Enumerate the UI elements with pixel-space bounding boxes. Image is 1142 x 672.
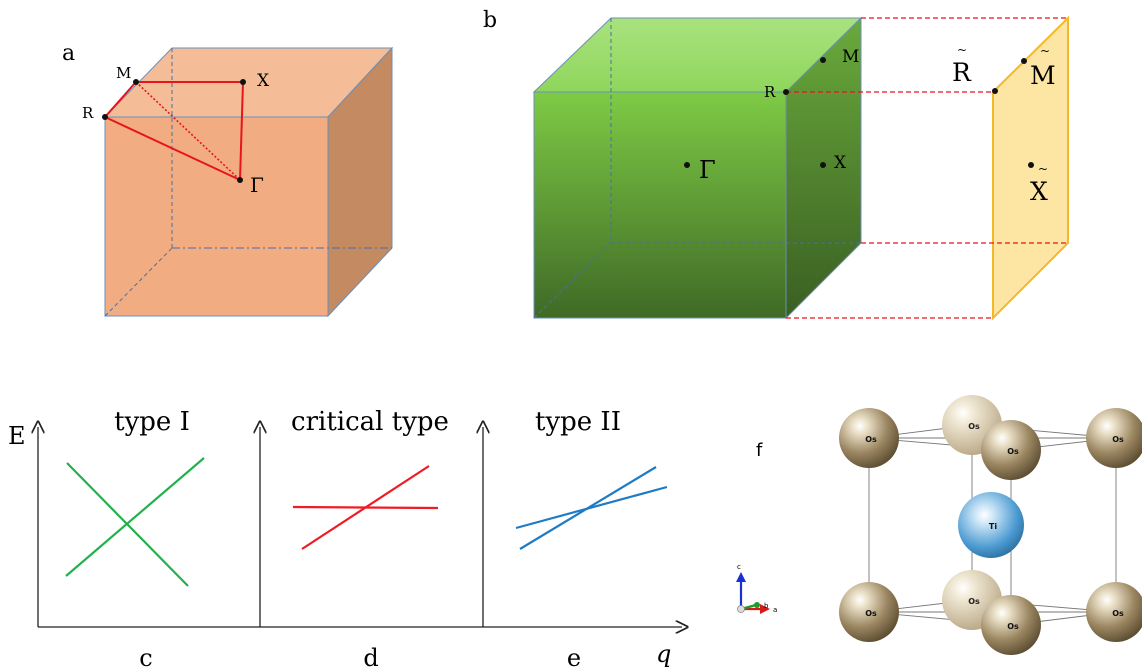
panel-b-label: b	[483, 8, 497, 33]
point-X-projected	[1028, 162, 1034, 168]
c-axis-label: c	[737, 563, 741, 571]
b-axis-label: b	[764, 602, 769, 610]
os-atom	[839, 582, 899, 642]
point-Gamma-b	[684, 162, 690, 168]
y-axis-label-E: E	[8, 422, 26, 450]
point-M-projected	[1021, 58, 1027, 64]
tilde-M: ~	[1040, 44, 1050, 58]
label-Gamma-a: Γ	[250, 173, 264, 197]
os-label: Os	[865, 609, 877, 618]
os-atom	[839, 408, 899, 468]
panel-e-label: e	[567, 644, 581, 672]
os-atom	[1086, 582, 1142, 642]
label-X-b: X	[834, 153, 847, 173]
point-M-b	[820, 57, 826, 63]
a-axis-label: a	[773, 606, 777, 614]
label-M-a: M	[116, 64, 131, 82]
cube-b-hidden-edge	[533, 242, 612, 319]
x-axis-label-q: q	[656, 640, 671, 668]
os-atom	[981, 595, 1041, 655]
point-X-a	[240, 79, 246, 85]
type-II-band-2	[519, 466, 657, 550]
os-label: Os	[968, 422, 980, 431]
cube-b-front-face	[533, 91, 787, 319]
type-I-band-2	[65, 457, 205, 577]
critical-band-tilted	[301, 465, 430, 550]
panel-d-label: d	[363, 644, 378, 672]
b-axis-arrowhead	[754, 602, 760, 608]
point-R-a	[102, 114, 108, 120]
label-M-b: M	[842, 47, 859, 67]
panel-f: f Os Os Os Os Os Os	[736, 395, 1142, 655]
label-M-projected: M	[1030, 61, 1056, 90]
panel-c-label: c	[139, 644, 152, 672]
label-X-projected: X	[1030, 177, 1048, 206]
a-axis-arrowhead	[760, 604, 770, 614]
panel-f-label: f	[756, 440, 763, 461]
point-X-b	[820, 162, 826, 168]
point-R-projected	[992, 88, 998, 94]
dispersion-panels: E q type I critical type type II c d e	[8, 407, 682, 672]
point-Gamma-a	[237, 177, 243, 183]
title-type-II: type II	[535, 407, 621, 437]
label-R-a: R	[82, 104, 94, 122]
label-R-b: R	[764, 83, 776, 101]
point-M-a	[133, 79, 139, 85]
axes-origin	[737, 605, 745, 613]
os-atom	[981, 420, 1041, 480]
title-critical-type: critical type	[291, 407, 449, 437]
point-R-b	[783, 89, 789, 95]
title-type-I: type I	[114, 407, 190, 437]
c-axis-arrowhead	[736, 572, 746, 582]
os-label: Os	[1112, 435, 1124, 444]
os-label: Os	[1112, 609, 1124, 618]
label-Gamma-b: Γ	[699, 156, 716, 184]
os-atom	[1086, 408, 1142, 468]
os-label: Os	[968, 597, 980, 606]
tilde-R: ~	[957, 43, 967, 57]
cube-a-hidden-edge	[104, 247, 173, 317]
ti-label: Ti	[989, 522, 997, 531]
panel-b: b Γ R M X R ~ M ~ X ~	[483, 8, 1069, 321]
os-label: Os	[1007, 622, 1019, 631]
tilde-X: ~	[1038, 162, 1048, 176]
label-R-projected: R	[952, 58, 972, 87]
cube-a-front-face	[104, 116, 329, 317]
os-label: Os	[865, 435, 877, 444]
type-II-band-1	[515, 485, 668, 530]
os-label: Os	[1007, 447, 1019, 456]
label-X-a: X	[257, 71, 270, 91]
ti-atom	[958, 492, 1024, 558]
panel-a: a R M X Γ	[62, 41, 394, 318]
panel-a-label: a	[62, 41, 75, 66]
crystal-axes-triad: c b a	[736, 563, 777, 614]
